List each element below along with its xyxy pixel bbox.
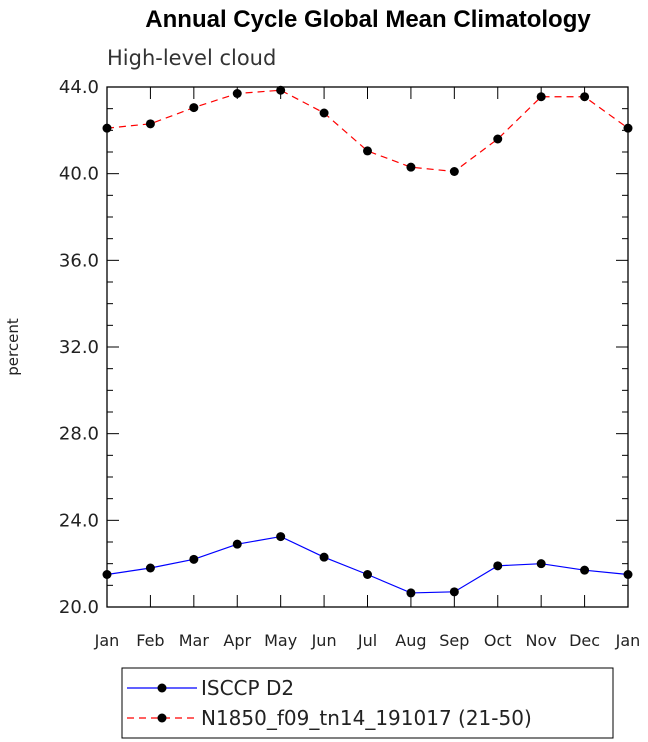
plot-frame <box>106 86 629 608</box>
y-tick-label: 20.0 <box>59 597 99 618</box>
series-1-point <box>145 563 155 573</box>
series-2-point <box>145 119 155 129</box>
legend: ISCCP D2 N1850_f09_tn14_191017 (21-50) <box>121 667 614 739</box>
x-tick-label: Sep <box>439 631 469 650</box>
x-tick-labels: Jan Feb Mar Apr May Jun Jul Aug Sep Oct Nov Dec Jan <box>94 631 641 650</box>
series-lines <box>106 89 629 594</box>
series-1-point <box>580 565 590 575</box>
y-tick-labels: 20.0 24.0 28.0 32.0 36.0 40.0 44.0 <box>59 77 99 618</box>
x-tick-label: Mar <box>179 631 210 650</box>
x-tick-label: Jan <box>615 631 641 650</box>
series-1-point <box>623 570 633 579</box>
x-tick-label: Aug <box>395 631 426 650</box>
series-2-point <box>276 85 286 95</box>
series-2-point <box>449 167 459 176</box>
series-1-point <box>319 552 329 562</box>
series-1-point <box>189 554 199 564</box>
series-2-point <box>232 89 242 98</box>
x-tick-label: Dec <box>569 631 600 650</box>
axis-ticks <box>106 86 629 608</box>
legend-label-series-2: N1850_f09_tn14_191017 (21-50) <box>201 706 532 730</box>
series-2-point <box>493 134 503 144</box>
y-tick-label: 44.0 <box>59 77 99 98</box>
legend-marker-series-1 <box>157 683 167 693</box>
series-line-2 <box>106 89 629 173</box>
series-1-point <box>406 588 416 598</box>
chart-title: Annual Cycle Global Mean Climatology <box>145 6 591 33</box>
x-tick-label: Oct <box>484 631 512 650</box>
x-tick-label: Jul <box>357 631 377 650</box>
x-tick-label: May <box>264 631 297 650</box>
series-2-point <box>319 108 329 118</box>
legend-marker-series-2 <box>157 713 167 723</box>
x-tick-label: Nov <box>526 631 557 650</box>
series-2-point <box>189 103 199 113</box>
y-tick-label: 28.0 <box>59 424 99 445</box>
y-axis-title: percent <box>4 318 22 376</box>
y-tick-label: 24.0 <box>59 510 99 531</box>
chart-subtitle: High-level cloud <box>107 46 276 70</box>
series-1-point <box>493 561 503 571</box>
y-tick-label: 36.0 <box>59 250 99 271</box>
series-2-point <box>406 162 416 172</box>
series-1-point <box>363 570 372 579</box>
series-1-point <box>232 539 242 549</box>
y-tick-label: 40.0 <box>59 164 99 185</box>
series-points <box>102 85 633 598</box>
y-tick-label: 32.0 <box>59 337 99 358</box>
series-1-point <box>102 570 112 579</box>
x-tick-label: Apr <box>223 631 251 650</box>
x-tick-label: Jan <box>94 631 120 650</box>
series-2-point <box>102 123 112 133</box>
series-1-point <box>536 559 546 569</box>
series-2-point <box>623 123 633 133</box>
series-2-point <box>536 92 546 102</box>
legend-box <box>121 667 614 739</box>
series-1-point <box>449 587 459 597</box>
series-1-point <box>276 532 286 542</box>
legend-label-series-1: ISCCP D2 <box>201 676 294 700</box>
series-line-1 <box>106 535 629 594</box>
series-2-point <box>580 92 590 102</box>
x-tick-label: Feb <box>136 631 164 650</box>
series-2-point <box>363 146 372 156</box>
x-tick-label: Jun <box>311 631 337 650</box>
